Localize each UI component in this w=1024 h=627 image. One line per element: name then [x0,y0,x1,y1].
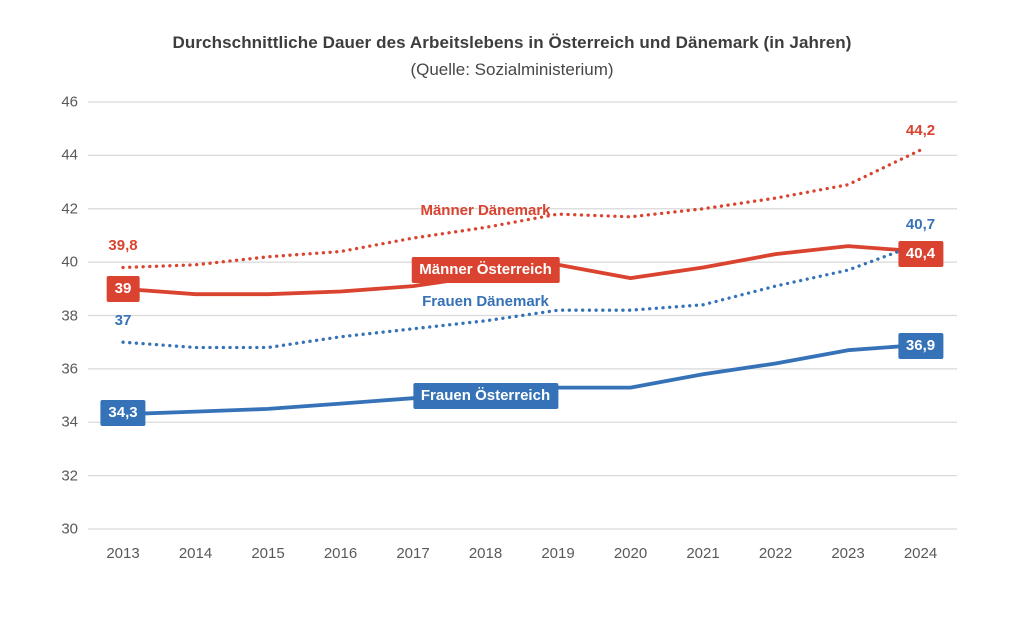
value-label-40-7: 40,7 [905,215,936,233]
y-axis-tick-40: 40 [61,253,78,271]
y-axis-tick-38: 38 [61,307,78,324]
value-label-34-3: 34,3 [100,399,146,426]
x-axis-tick-2016: 2016 [323,545,358,562]
chart-subtitle: (Quelle: Sozialministerium) [410,60,614,79]
y-axis-tick-30: 30 [61,520,78,538]
y-axis-tick-46: 46 [61,93,78,111]
value-label-37: 37 [114,311,132,329]
value-label-44-2: 44,2 [905,122,936,140]
series-label-manner-danemark: Männer Dänemark [420,202,551,220]
x-axis-tick-2024: 2024 [903,545,938,562]
y-axis-tick-36: 36 [61,360,78,378]
value-label-39-8: 39,8 [108,237,138,255]
x-axis-tick-2021: 2021 [686,545,720,562]
value-label-39: 39 [106,275,140,302]
series-line-frauen-danemark [121,241,923,350]
x-axis-tick-2015: 2015 [251,545,285,562]
y-axis-tick-34: 34 [61,413,78,431]
x-axis-tick-2017: 2017 [396,545,430,562]
x-axis-tick-2018: 2018 [468,545,503,562]
x-axis-tick-2013: 2013 [106,545,140,562]
x-axis-tick-2019: 2019 [541,545,575,562]
series-label-frauen-osterreich: Frauen Österreich [412,382,559,409]
series-line-manner-danemark [121,148,923,270]
series-label-manner-osterreich: Männer Österreich [411,257,560,284]
y-axis-tick-42: 42 [61,200,78,218]
x-axis-tick-2022: 2022 [758,545,793,562]
x-axis-tick-2014: 2014 [178,545,213,562]
value-label-40-4: 40,4 [897,241,944,268]
chart-title: Durchschnittliche Dauer des Arbeitsleben… [172,33,852,52]
value-label-36-9: 36,9 [897,333,944,360]
series-label-frauen-danemark: Frauen Dänemark [422,293,549,311]
x-axis-tick-2020: 2020 [613,545,648,562]
y-axis-tick-44: 44 [61,146,78,164]
x-axis-tick-2023: 2023 [831,545,865,562]
y-axis-tick-32: 32 [61,467,78,485]
